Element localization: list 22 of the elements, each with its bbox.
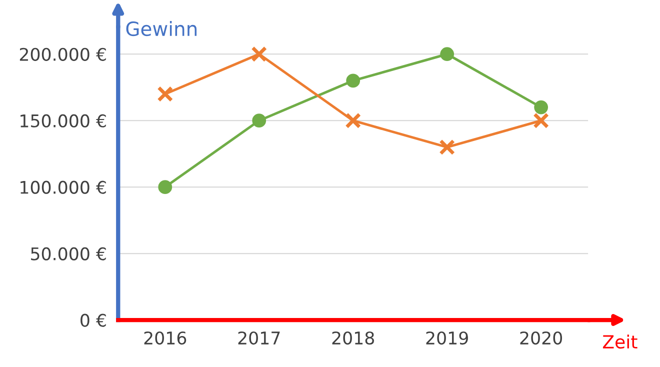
point [439, 139, 456, 156]
point [533, 112, 550, 129]
y-tick-label: 200.000 € [20, 48, 106, 61]
point [345, 112, 362, 129]
y-tick-label: 100.000 € [20, 180, 106, 194]
point [346, 74, 360, 88]
point [440, 47, 454, 62]
x-tick-label: 2020 [520, 331, 562, 345]
x-axis-title: Zeit [602, 334, 638, 349]
point [534, 100, 548, 114]
y-axis-title: Gewinn [126, 21, 197, 36]
point [252, 114, 266, 128]
x-tick-label: 2017 [238, 331, 280, 345]
point [158, 180, 172, 194]
x-tick-label: 2016 [144, 331, 186, 345]
y-tick-label: 50.000 € [31, 247, 106, 260]
y-tick-label: 0 € [80, 314, 106, 327]
x-tick-label: 2018 [332, 331, 374, 345]
y-tick-label: 150.000 € [20, 114, 106, 128]
point [157, 86, 174, 102]
point [251, 46, 268, 62]
x-tick-label: 2019 [426, 331, 468, 345]
